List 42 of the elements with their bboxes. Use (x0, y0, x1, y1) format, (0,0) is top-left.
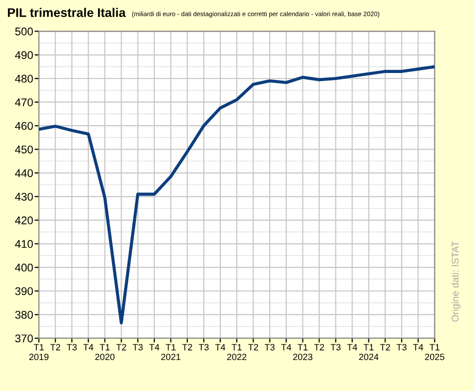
x-tick-label: T3 (198, 344, 209, 350)
x-tick-label: T1 2021 (161, 344, 180, 360)
x-tick-label: T1 2023 (293, 344, 312, 360)
x-tick-label: T2 (248, 344, 258, 350)
x-tick-label: T4 (347, 344, 358, 350)
x-tick-label: T2 (50, 344, 60, 350)
y-tick-label: 400 (15, 264, 33, 272)
x-tick-label: T2 (182, 344, 192, 350)
x-tick-label: T1 2025 (425, 344, 444, 360)
x-tick-label: T2 (314, 344, 324, 350)
y-tick-label: 430 (15, 192, 33, 201)
y-tick-label: 420 (15, 216, 33, 224)
y-tick-label: 410 (15, 240, 33, 248)
y-tick-label: 480 (15, 74, 33, 83)
line-series (38, 65, 435, 324)
x-tick-label: T2 (116, 344, 126, 350)
y-tick-label: 390 (15, 287, 33, 296)
x-tick-label: T1 2024 (359, 344, 378, 360)
x-tick-label: T1 2022 (227, 344, 246, 360)
x-tick-label: T2 (380, 344, 390, 350)
x-tick-label: T3 (330, 344, 341, 350)
y-tick-label: 490 (15, 51, 33, 60)
text: Origine dati: ISTAT (451, 241, 461, 322)
x-tick-label: T3 (132, 344, 143, 350)
x-tick-label: T4 (413, 344, 424, 350)
y-tick-label: 460 (15, 122, 33, 130)
y-tick-label: 370 (15, 334, 33, 342)
y-tick-label: 380 (15, 310, 33, 319)
x-tick-label: T4 (149, 344, 160, 350)
y-tick-label: 450 (15, 146, 33, 154)
y-tick-label: 440 (15, 169, 33, 178)
y-tick-label: 470 (15, 98, 33, 106)
x-tick-label: T1 2019 (29, 344, 48, 360)
x-tick-label: T3 (396, 344, 407, 350)
x-tick-label: T3 (264, 344, 275, 350)
chart-title: PIL trimestrale Italia (8, 8, 126, 18)
x-tick-label: T4 (83, 344, 94, 350)
x-tick-label: T4 (281, 344, 292, 350)
x-tick-label: T4 (215, 344, 226, 350)
x-tick-label: T3 (66, 344, 77, 350)
x-tick-label: T1 2020 (95, 344, 115, 360)
y-tick-label: 500 (15, 28, 33, 36)
